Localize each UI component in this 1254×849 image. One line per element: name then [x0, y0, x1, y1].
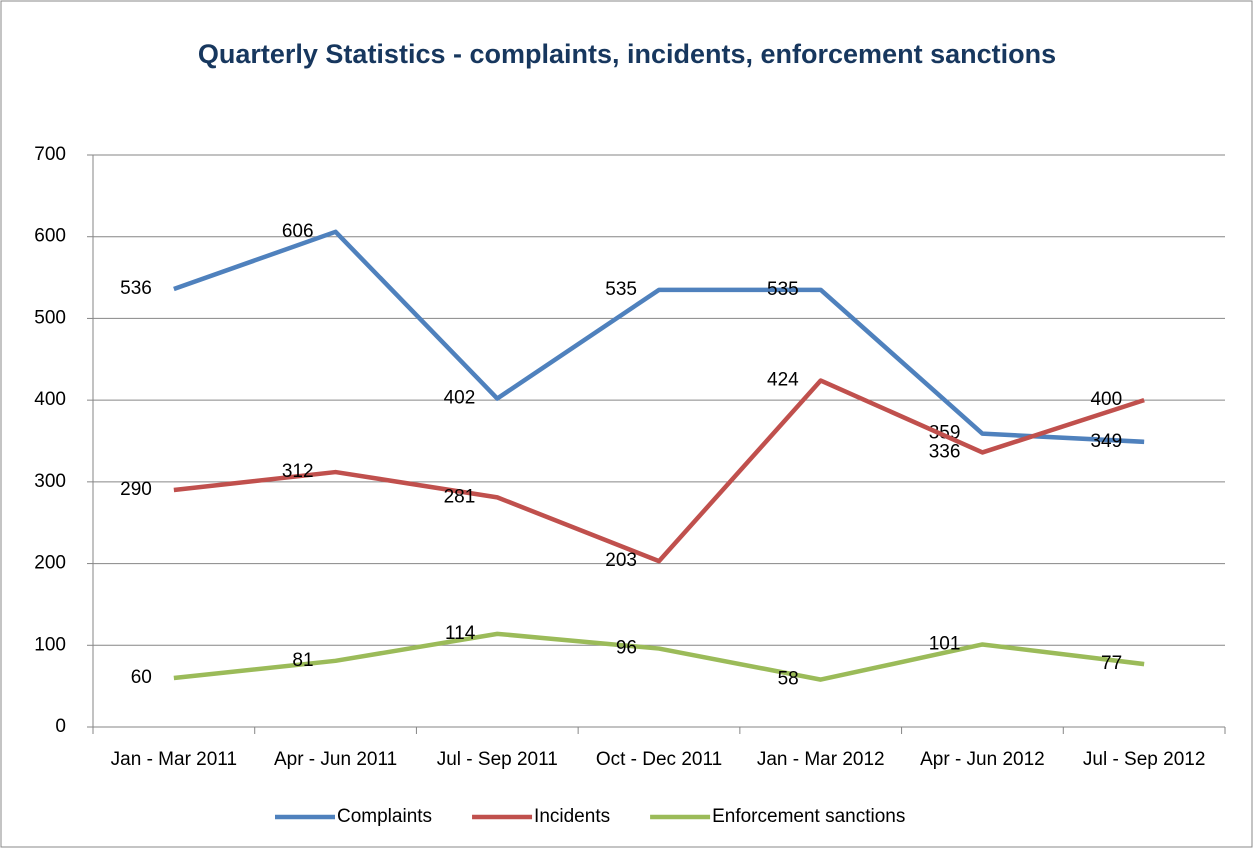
data-label: 536: [120, 278, 152, 299]
series-line: [173, 378, 1145, 564]
legend-label: Complaints: [337, 806, 432, 827]
y-tick-label: 500: [34, 307, 66, 328]
chart-title: Quarterly Statistics - complaints, incid…: [197, 39, 1057, 69]
data-label: 312: [282, 461, 314, 482]
legend-label: Enforcement sanctions: [712, 806, 905, 827]
data-label: 336: [929, 441, 961, 462]
legend-label: Incidents: [534, 806, 610, 827]
data-label: 77: [1101, 653, 1122, 674]
data-label: 81: [292, 650, 313, 671]
data-label: 535: [767, 279, 799, 300]
data-label: 203: [605, 550, 637, 571]
x-tick-label: Apr - Jun 2011: [274, 749, 397, 770]
y-tick-label: 200: [34, 553, 66, 574]
series-line: [173, 229, 1145, 445]
y-tick-label: 300: [34, 471, 66, 492]
y-tick-label: 0: [55, 716, 66, 737]
x-tick-label: Jul - Sep 2011: [437, 749, 558, 770]
x-tick-label: Jan - Mar 2012: [757, 749, 885, 770]
data-label: 114: [445, 623, 476, 644]
x-tick-label: Jul - Sep 2012: [1083, 749, 1206, 770]
data-label: 281: [444, 486, 476, 507]
x-tick-label: Apr - Jun 2012: [920, 749, 1045, 770]
data-label: 58: [778, 669, 799, 690]
y-tick-label: 100: [34, 634, 66, 655]
x-tick-label: Oct - Dec 2011: [596, 749, 722, 770]
data-label: 349: [1090, 431, 1122, 452]
data-label: 402: [444, 388, 476, 409]
x-tick-label: Jan - Mar 2011: [111, 749, 237, 770]
data-label: 96: [616, 638, 637, 659]
y-tick-label: 600: [34, 226, 66, 247]
series-line: [173, 631, 1145, 682]
y-tick-label: 400: [34, 389, 66, 410]
y-tick-label: 700: [34, 144, 66, 165]
data-label: 400: [1090, 389, 1122, 410]
data-label: 606: [282, 221, 314, 242]
data-label: 60: [131, 667, 152, 688]
data-label: 535: [605, 279, 637, 300]
data-label: 290: [120, 479, 152, 500]
data-label: 101: [929, 633, 961, 654]
data-label: 424: [767, 370, 799, 391]
